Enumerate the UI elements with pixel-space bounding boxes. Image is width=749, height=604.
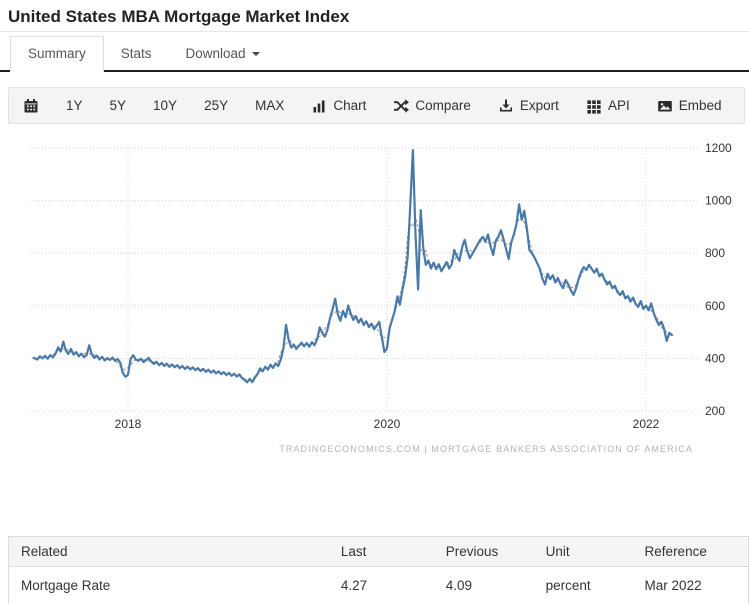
svg-text:400: 400 [705, 351, 725, 365]
svg-text:600: 600 [705, 299, 725, 313]
api-button-label: API [607, 98, 630, 113]
calendar-icon [24, 98, 38, 112]
range-10y-label: 10Y [153, 98, 178, 113]
col-header-last: Last [328, 536, 434, 567]
range-max-button[interactable]: MAX [255, 98, 284, 113]
chart-toolbar: 1Y 5Y 10Y 25Y MAX Chart Compare [8, 87, 745, 124]
export-icon [499, 99, 512, 111]
export-button[interactable]: Export [498, 98, 559, 114]
related-table-header-row: Related Last Previous Unit Reference [7, 536, 749, 567]
range-25y-button[interactable]: 25Y [204, 98, 228, 113]
range-25y-label: 25Y [204, 98, 229, 113]
svg-text:2022: 2022 [633, 417, 660, 431]
chevron-down-icon [251, 52, 260, 56]
chart-type-button[interactable]: Chart [311, 98, 366, 114]
last-value: 4.27 [328, 566, 434, 604]
calendar-button[interactable] [23, 98, 39, 114]
chart-button-label: Chart [333, 98, 367, 113]
compare-button-label: Compare [415, 98, 471, 113]
range-1y-label: 1Y [66, 98, 83, 113]
tab-download-label: Download [185, 46, 246, 61]
svg-text:200: 200 [705, 404, 725, 418]
tab-stats[interactable]: Stats [104, 37, 169, 70]
range-1y-button[interactable]: 1Y [66, 98, 83, 113]
page-title: United States MBA Mortgage Market Index [8, 7, 350, 26]
svg-text:1200: 1200 [705, 141, 732, 155]
reference-value: Mar 2022 [632, 566, 749, 604]
range-5y-label: 5Y [109, 98, 127, 113]
previous-value: 4.09 [433, 566, 534, 604]
api-icon [587, 99, 601, 114]
table-row: Mortgage Rate 4.27 4.09 percent Mar 2022 [7, 566, 749, 604]
col-header-reference: Reference [632, 536, 749, 567]
range-10y-button[interactable]: 10Y [153, 98, 177, 113]
range-max-label: MAX [255, 98, 285, 113]
svg-text:800: 800 [705, 246, 725, 260]
chart-watermark: TRADINGECONOMICS.COM | MORTGAGE BANKERS … [279, 444, 693, 454]
chart-canvas: 200 400 600 800 1000 1200 2018 2020 2022 [30, 141, 732, 431]
embed-button[interactable]: Embed [657, 98, 722, 114]
page-header: United States MBA Mortgage Market Index [0, 0, 749, 32]
col-header-previous: Previous [433, 536, 534, 567]
related-table: Related Last Previous Unit Reference Mor… [7, 536, 749, 604]
col-header-related: Related [7, 536, 329, 567]
export-button-label: Export [519, 98, 559, 113]
tab-summary-label: Summary [28, 46, 86, 61]
svg-text:2018: 2018 [115, 417, 142, 431]
tab-stats-label: Stats [120, 46, 152, 61]
embed-button-label: Embed [678, 98, 722, 113]
embed-icon [657, 100, 672, 111]
related-link-mortgage-rate[interactable]: Mortgage Rate [7, 566, 329, 604]
unit-value: percent [533, 566, 633, 604]
svg-text:2020: 2020 [374, 417, 401, 431]
compare-button[interactable]: Compare [393, 98, 471, 114]
index-chart[interactable]: 200 400 600 800 1000 1200 2018 2020 2022 TRADING… [8, 130, 745, 475]
tab-summary[interactable]: Summary [10, 36, 104, 72]
tab-download[interactable]: Download [169, 37, 277, 70]
api-button[interactable]: API [586, 98, 630, 114]
col-header-unit: Unit [533, 536, 633, 567]
compare-icon [394, 98, 410, 113]
range-5y-button[interactable]: 5Y [110, 98, 127, 113]
tab-bar: Summary Stats Download [0, 33, 749, 72]
bar-chart-icon [313, 100, 325, 112]
svg-text:1000: 1000 [705, 194, 732, 208]
